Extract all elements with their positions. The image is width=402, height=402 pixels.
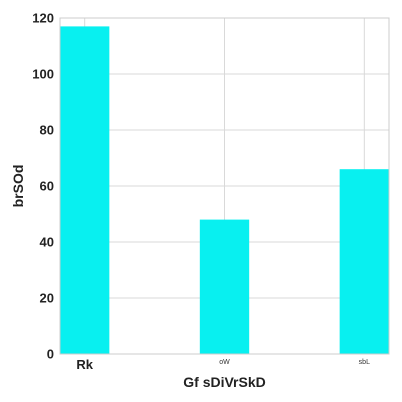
y-axis-label: brSOd: [10, 165, 26, 208]
x-axis-label: Gf sDiVrSkD: [183, 374, 265, 390]
y-tick-label: 80: [40, 123, 54, 138]
x-tick-label: oW: [219, 359, 230, 366]
y-tick-label: 100: [32, 67, 54, 82]
y-tick-label: 0: [47, 347, 54, 362]
bars: [60, 26, 389, 355]
y-tick-labels: 0 20 40 60 80 100 120: [32, 11, 54, 362]
bar-oW: [199, 219, 250, 354]
y-tick-label: 120: [32, 11, 54, 26]
bar-Rk: [60, 26, 110, 355]
y-tick-label: 20: [40, 291, 54, 306]
y-tick-label: 60: [40, 179, 54, 194]
y-tick-label: 40: [40, 235, 54, 250]
x-tick-label: Rk: [76, 357, 93, 372]
x-tick-label: sbL: [359, 359, 370, 366]
x-tick-labels: Rk oW sbL: [76, 357, 370, 372]
bar-sbL: [339, 169, 389, 354]
plot-frame: [59, 17, 390, 355]
